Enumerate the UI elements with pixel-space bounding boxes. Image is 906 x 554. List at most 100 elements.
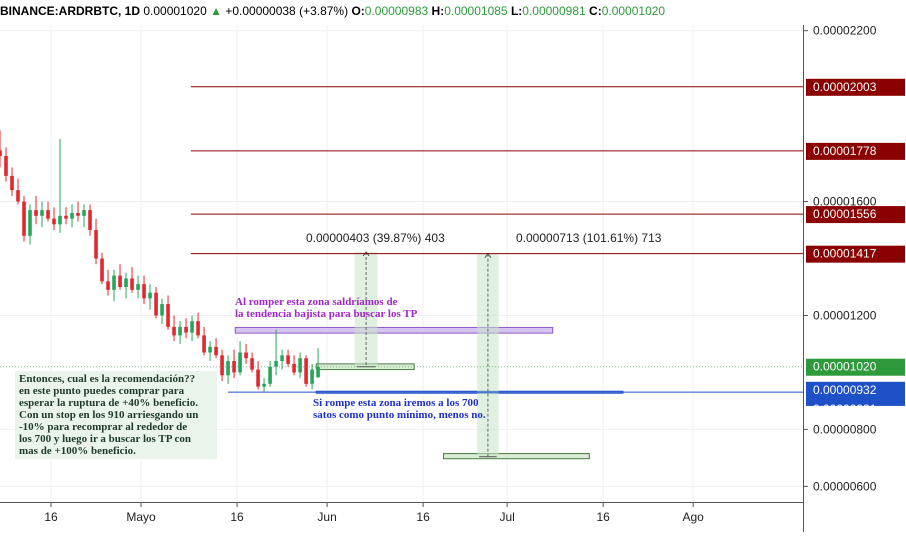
- target-low-zone: [443, 453, 590, 460]
- recommendation-line: esperar la ruptura de +40% beneficio.: [19, 397, 198, 409]
- time-tick-label: Mayo: [126, 510, 156, 524]
- target-price-tag-text: 0.00001556: [813, 207, 877, 221]
- candle-body: [292, 363, 296, 373]
- candle-body: [202, 335, 206, 353]
- target-price-tag: [806, 142, 905, 160]
- price-tick-label: 0.00000600: [813, 479, 877, 493]
- candle-body: [106, 281, 110, 290]
- low-value: 0.00000981: [522, 4, 586, 18]
- candle-body: [76, 212, 80, 216]
- candle-body: [142, 284, 146, 299]
- recommendation-line: los 700 y luego ir a buscar los TP con: [19, 433, 192, 445]
- candle-body: [250, 358, 254, 370]
- measure-1-arrow-icon: [362, 251, 370, 257]
- candle-body: [64, 215, 68, 219]
- target-price-tag: [806, 245, 905, 263]
- candle-body: [22, 201, 26, 236]
- measure-2-label: 0.00000713 (101.61%) 713: [516, 231, 662, 245]
- time-tick-label: 16: [416, 510, 430, 524]
- candle-body: [40, 210, 44, 216]
- candle-body: [196, 321, 200, 336]
- current-price-tag-text: 0.00001020: [813, 360, 877, 374]
- high-value: 0.00001085: [444, 4, 508, 18]
- open-label: O:: [351, 4, 365, 18]
- candle-body: [112, 275, 116, 290]
- price-tick-label: 0.00000800: [813, 422, 877, 436]
- high-label: H:: [431, 4, 445, 18]
- target-price-tag: [806, 78, 905, 96]
- recommendation-line: -10% para recomprar al rededor de: [19, 421, 188, 433]
- candle-body: [172, 326, 176, 336]
- candle-body: [310, 369, 314, 384]
- candle-body: [184, 326, 188, 333]
- candle-body: [16, 190, 20, 202]
- candle-body: [232, 361, 236, 373]
- recommendation-line: Entonces, cual es la recomendación??: [19, 373, 196, 385]
- candle-body: [148, 292, 152, 299]
- low-label: L:: [510, 4, 523, 18]
- target-price-tag-text: 0.00002003: [813, 80, 877, 94]
- price-tick-label: 0.00001600: [813, 195, 877, 209]
- candle-body: [238, 352, 242, 373]
- candle-body: [34, 210, 38, 216]
- candle-body: [220, 355, 224, 376]
- candle-body: [160, 304, 164, 316]
- candle-body: [280, 355, 284, 362]
- candle-body: [82, 210, 86, 216]
- stop-price-tag-text: 0.00000921: [813, 402, 877, 416]
- price-tick-label: 0.00001200: [813, 308, 877, 322]
- time-tick-label: 16: [596, 510, 610, 524]
- candle-body: [256, 369, 260, 387]
- candle-body: [58, 215, 62, 225]
- candle-body: [94, 230, 98, 259]
- breakout-line: Al romper esta zona saldríamos de: [235, 296, 398, 308]
- candle-body: [154, 292, 158, 316]
- candle-body: [88, 210, 92, 231]
- recommendation-line: mas de +100% beneficio.: [19, 445, 136, 457]
- breakdown-line: satos como punto mínimo, menos no.: [313, 409, 486, 421]
- candle-body: [46, 210, 50, 219]
- price-tick-label: 0.00002200: [813, 24, 877, 38]
- breakdown-note: Si rompe esta zona iremos a los 700 sato…: [313, 397, 486, 421]
- candle-body: [208, 346, 212, 353]
- candle-body: [268, 366, 272, 384]
- current-price: 0.00001020: [143, 4, 207, 18]
- time-tick-label: 16: [230, 510, 244, 524]
- breakout-line: la tendencia bajista para buscar los TP: [235, 308, 418, 320]
- target-price-tag: [806, 206, 905, 224]
- candle-body: [100, 258, 104, 282]
- symbol-label: BINANCE:ARDRBTC, 1D: [0, 4, 140, 18]
- price-change: +0.00000038 (+3.87%): [225, 4, 349, 18]
- candle-body: [298, 358, 302, 373]
- time-tick-label: Jul: [499, 510, 514, 524]
- candle-body: [178, 326, 182, 336]
- candle-body: [124, 278, 128, 287]
- time-tick-label: 16: [44, 510, 58, 524]
- candle-body: [70, 212, 74, 219]
- candle-body: [10, 175, 14, 191]
- measure-1-label: 0.00000403 (39.87%) 403: [306, 231, 445, 245]
- candle-body: [274, 361, 278, 367]
- candle-body: [316, 366, 320, 378]
- breakout-note: Al romper esta zona saldríamos de la ten…: [235, 296, 417, 320]
- breakout-zone: [234, 326, 554, 334]
- candle-body: [52, 218, 56, 225]
- time-tick-label: Jun: [317, 510, 336, 524]
- candle-body: [262, 383, 266, 387]
- time-tick-label: Ago: [682, 510, 704, 524]
- recommendation-line: Con un stop en los 910 arriesgando un: [19, 409, 199, 421]
- change-arrow-icon: ▲: [210, 4, 222, 18]
- candle-body: [130, 278, 134, 290]
- target-price-tag-text: 0.00001778: [813, 144, 877, 158]
- breakdown-line: Si rompe esta zona iremos a los 700: [313, 397, 479, 409]
- current-price-tag: [806, 358, 905, 376]
- candle-body: [304, 358, 308, 384]
- close-label: C:: [589, 4, 602, 18]
- chart-header: BINANCE:ARDRBTC, 1D 0.00001020 ▲ +0.0000…: [0, 4, 665, 18]
- candle-body: [28, 210, 32, 236]
- stop-price-tag: [806, 381, 905, 406]
- close-value: 0.00001020: [601, 4, 666, 18]
- candle-body: [226, 361, 230, 376]
- target-price-tag-text: 0.00001417: [813, 247, 877, 261]
